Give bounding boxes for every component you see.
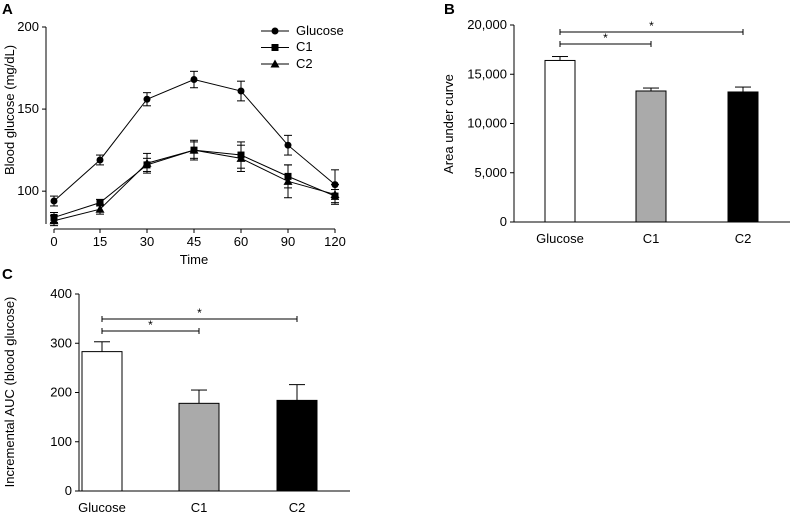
x-tick-label: C2 [289, 500, 306, 513]
x-tick-label: 45 [187, 234, 201, 249]
data-point-glucose [96, 156, 104, 164]
data-point-glucose [50, 197, 58, 205]
bar-c1 [635, 90, 667, 223]
y-tick-label: 150 [17, 101, 39, 116]
x-tick-label: 15 [93, 234, 107, 249]
data-point-c2 [142, 158, 152, 167]
y-tick-label: 5,000 [474, 165, 507, 180]
y-tick-label: 200 [50, 385, 72, 400]
panel-label-c: C [2, 266, 13, 283]
bar-glucose [544, 59, 576, 223]
significance-star: * [649, 19, 654, 33]
y-tick-label: 200 [17, 19, 39, 34]
y-tick-label: 400 [50, 286, 72, 301]
x-tick-label: 30 [140, 234, 154, 249]
legend-label-c1: C1 [296, 39, 313, 54]
significance-star: * [603, 31, 608, 45]
legend-marker-glucose [271, 27, 279, 35]
x-tick-label: Glucose [536, 231, 584, 246]
y-tick-label: 300 [50, 335, 72, 350]
data-point-c1 [96, 199, 104, 207]
data-point-c2 [283, 176, 293, 185]
legend-label-c2: C2 [296, 56, 313, 71]
data-point-c2 [49, 216, 59, 225]
data-point-c2 [330, 189, 340, 198]
bar-glucose [81, 351, 123, 492]
y-axis-title: Incremental AUC (blood glucose) [2, 297, 17, 488]
bar-chart-area-under-curve: Area under curve 0 5,000 10,000 15,000 20,00… [441, 17, 790, 246]
bar-c2 [727, 91, 759, 223]
bar-c2 [276, 399, 318, 492]
y-tick-label: 0 [500, 214, 507, 229]
line-chart-blood-glucose: Time Blood glucose (mg/dL) Glucose C1 C2… [2, 19, 346, 267]
legend-marker-c2 [270, 59, 280, 68]
panel-label-a: A [2, 1, 13, 18]
y-tick-label: 0 [65, 483, 72, 498]
data-point-c2 [95, 204, 105, 213]
x-tick-label: C1 [191, 500, 208, 513]
data-point-glucose [237, 87, 245, 95]
significance-star: * [148, 318, 153, 332]
panel-label-b: B [444, 1, 455, 18]
data-point-glucose [143, 95, 151, 103]
y-tick-label: 15,000 [467, 66, 507, 81]
y-tick-label: 10,000 [467, 116, 507, 131]
y-axis-title: Area under curve [441, 74, 456, 174]
x-tick-label: Glucose [78, 500, 126, 513]
legend-marker-c1 [271, 44, 279, 51]
series-line-c2 [53, 149, 336, 222]
y-axis-title: Blood glucose (mg/dL) [2, 45, 17, 175]
data-point-glucose [284, 141, 292, 149]
significance-star: * [197, 306, 202, 320]
x-tick-label: C2 [735, 231, 752, 246]
data-point-c2 [236, 153, 246, 162]
x-axis-title: Time [180, 252, 208, 267]
x-tick-label: 60 [234, 234, 248, 249]
y-tick-label: 100 [17, 183, 39, 198]
data-point-glucose [190, 76, 198, 84]
legend-label-glucose: Glucose [296, 23, 344, 38]
x-tick-label: 90 [281, 234, 295, 249]
x-tick-label: C1 [643, 231, 660, 246]
x-tick-label: 0 [50, 234, 57, 249]
y-tick-label: 20,000 [467, 17, 507, 32]
bar-chart-incremental-auc: Incremental AUC (blood glucose) 0 100 200 3… [2, 286, 350, 513]
data-point-c2 [189, 145, 199, 154]
y-tick-label: 100 [50, 434, 72, 449]
x-tick-label: 120 [324, 234, 346, 249]
bar-c1 [178, 402, 220, 492]
